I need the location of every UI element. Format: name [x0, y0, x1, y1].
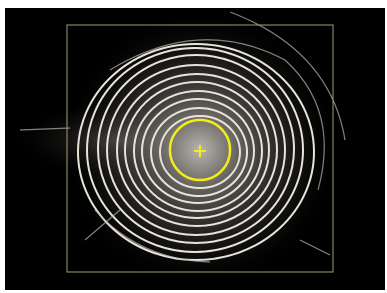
microscope-view: [0, 0, 387, 293]
page: [0, 0, 387, 293]
